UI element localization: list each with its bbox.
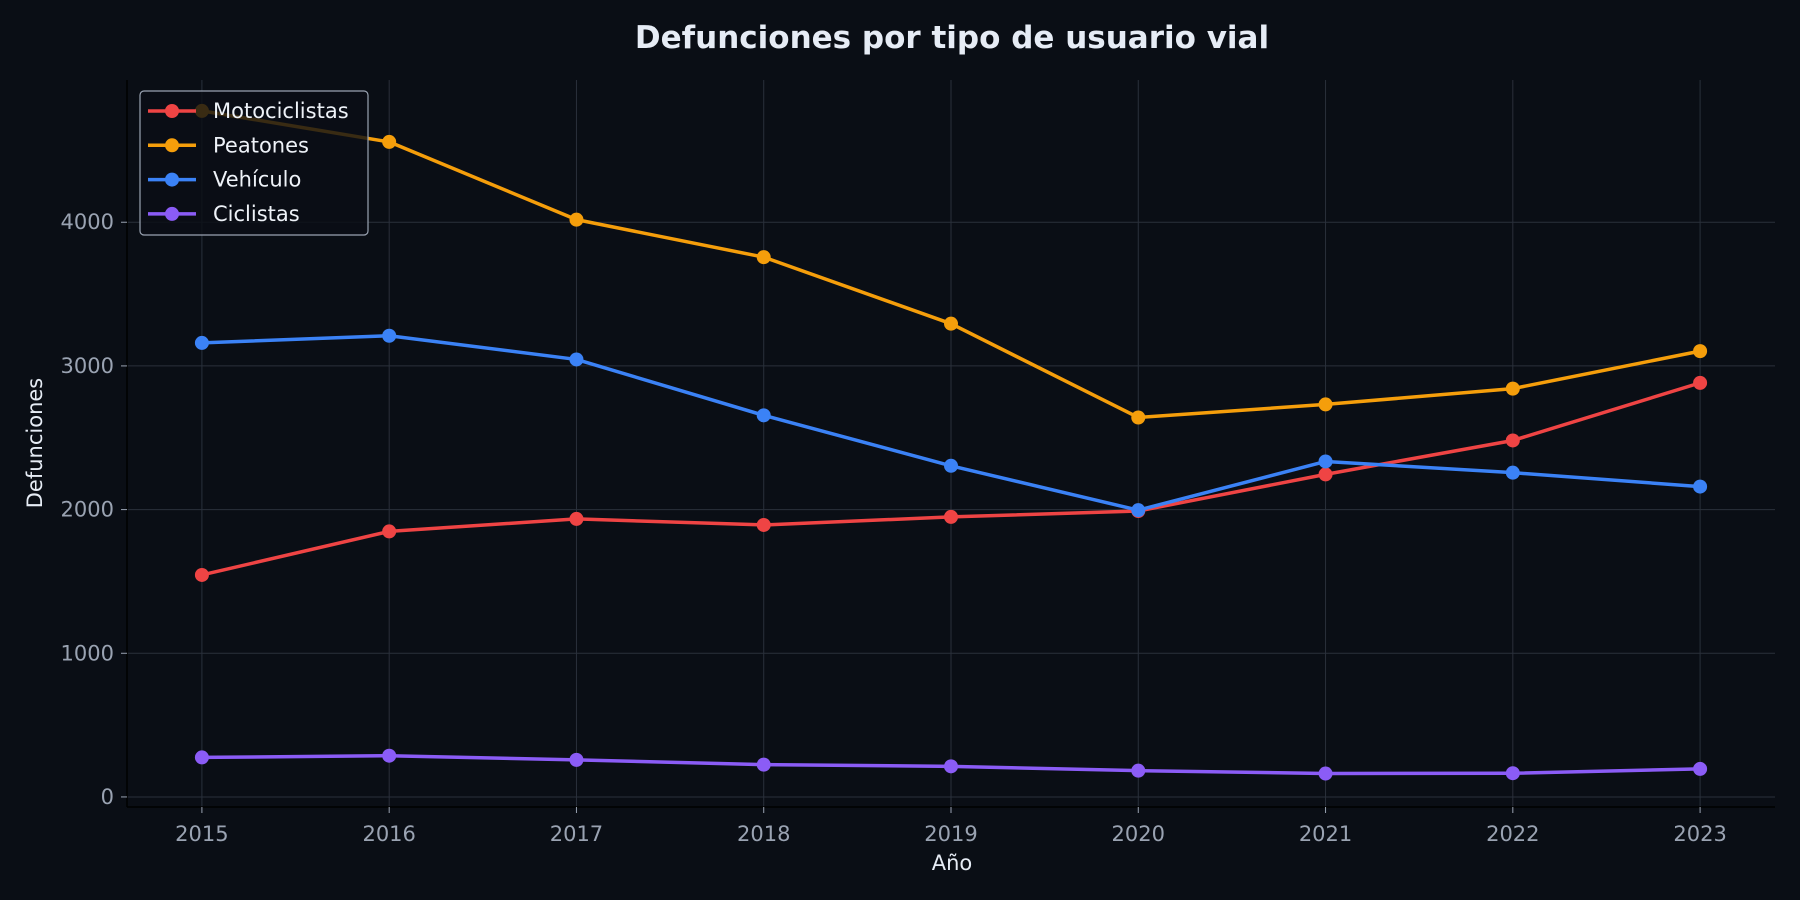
y-axis-label: Defunciones: [23, 378, 47, 509]
data-point-vehiculo-2021: [1318, 454, 1333, 469]
data-point-ciclistas-2021: [1318, 766, 1333, 781]
series-vehiculo: [194, 328, 1708, 518]
tick-labels: 2015 2016 2017 2018 2019 2020 2021 2022 2023 0 100…: [61, 210, 1727, 846]
legend-swatch-marker-ciclistas: [165, 206, 179, 221]
legend-swatch-marker-peatones: [165, 138, 179, 153]
data-point-peatones-2021: [1318, 397, 1333, 412]
data-point-motociclistas-2018: [756, 517, 771, 532]
legend-frame: [139, 90, 369, 236]
data-point-ciclistas-2016: [382, 748, 397, 763]
data-point-peatones-2023: [1693, 344, 1708, 359]
data-point-peatones-2022: [1505, 381, 1520, 396]
data-point-motociclistas-2022: [1505, 433, 1520, 448]
chart-title: Defunciones por tipo de usuario vial: [635, 20, 1269, 56]
data-point-motociclistas-2016: [382, 524, 397, 539]
data-point-peatones-2019: [944, 316, 958, 331]
data-point-peatones-2020: [1131, 410, 1146, 425]
x-tick-label-2017: 2017: [550, 822, 603, 846]
data-point-ciclistas-2023: [1693, 761, 1708, 776]
legend-swatch-marker-vehiculo: [165, 172, 179, 187]
x-tick-label-2021: 2021: [1299, 822, 1352, 846]
data-point-ciclistas-2017: [569, 752, 584, 767]
data-point-vehiculo-2018: [756, 408, 771, 423]
data-point-vehiculo-2022: [1505, 465, 1520, 480]
data-point-ciclistas-2018: [756, 757, 771, 772]
data-point-motociclistas-2023: [1693, 375, 1708, 390]
data-point-vehiculo-2016: [382, 328, 397, 343]
data-point-vehiculo-2020: [1131, 503, 1146, 518]
legend-label-ciclistas: Ciclistas: [213, 202, 300, 226]
x-tick-label-2022: 2022: [1486, 822, 1539, 846]
y-tick-label-2000: 2000: [61, 498, 114, 522]
y-tick-label-1000: 1000: [61, 641, 114, 665]
data-point-motociclistas-2017: [569, 511, 584, 526]
data-point-vehiculo-2019: [944, 458, 958, 473]
x-tick-label-2015: 2015: [175, 822, 228, 846]
y-tick-label-3000: 3000: [61, 354, 114, 378]
data-point-ciclistas-2015: [194, 750, 209, 765]
data-point-motociclistas-2015: [194, 567, 209, 582]
grid-lines: [127, 80, 1775, 807]
data-point-motociclistas-2021: [1318, 467, 1333, 482]
data-point-ciclistas-2019: [944, 759, 958, 774]
series-lines: [194, 103, 1708, 781]
legend-label-peatones: Peatones: [213, 133, 309, 157]
legend-label-vehiculo: Vehículo: [213, 168, 301, 192]
legend-swatch-marker-motociclistas: [165, 104, 179, 118]
x-tick-label-2016: 2016: [362, 822, 415, 846]
x-tick-label-2023: 2023: [1673, 822, 1726, 846]
data-point-motociclistas-2019: [944, 509, 958, 524]
y-tick-label-4000: 4000: [61, 210, 114, 234]
data-point-ciclistas-2020: [1131, 763, 1146, 778]
legend-label-motociclistas: Motociclistas: [213, 99, 349, 123]
legend: Motociclistas Peatones Vehículo Ciclistas: [139, 90, 369, 236]
x-tick-label-2019: 2019: [924, 822, 977, 846]
x-tick-label-2018: 2018: [737, 822, 790, 846]
series-ciclistas: [194, 748, 1708, 781]
data-point-peatones-2018: [756, 250, 771, 265]
data-point-peatones-2016: [382, 134, 397, 149]
data-point-vehiculo-2015: [194, 335, 209, 350]
data-point-peatones-2017: [569, 212, 584, 227]
x-axis-label: Año: [932, 851, 973, 875]
x-tick-label-2020: 2020: [1112, 822, 1165, 846]
data-point-ciclistas-2022: [1505, 766, 1520, 781]
data-point-vehiculo-2023: [1693, 479, 1708, 494]
data-point-vehiculo-2017: [569, 352, 584, 367]
y-tick-label-0: 0: [101, 785, 114, 809]
